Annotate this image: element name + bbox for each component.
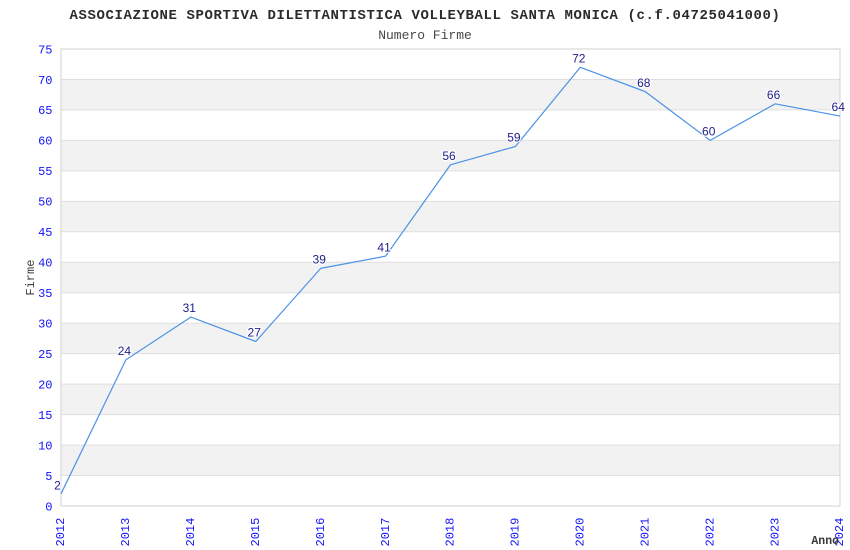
svg-text:65: 65 <box>38 104 52 118</box>
svg-text:2: 2 <box>54 478 61 492</box>
svg-text:2017: 2017 <box>379 518 393 547</box>
svg-text:60: 60 <box>702 125 716 139</box>
svg-text:50: 50 <box>38 196 52 210</box>
svg-text:24: 24 <box>118 344 132 358</box>
svg-text:55: 55 <box>38 165 52 179</box>
svg-text:2018: 2018 <box>444 518 458 547</box>
svg-text:56: 56 <box>442 149 456 163</box>
svg-text:75: 75 <box>38 43 52 57</box>
svg-text:Anno: Anno <box>811 535 839 548</box>
svg-text:30: 30 <box>38 318 52 332</box>
svg-text:2013: 2013 <box>119 518 133 547</box>
svg-text:Numero Firme: Numero Firme <box>378 28 472 43</box>
svg-text:68: 68 <box>637 76 651 90</box>
svg-text:2016: 2016 <box>314 518 328 547</box>
svg-text:60: 60 <box>38 135 52 149</box>
svg-text:25: 25 <box>38 348 52 362</box>
svg-text:2023: 2023 <box>768 518 782 547</box>
svg-text:45: 45 <box>38 226 52 240</box>
svg-text:0: 0 <box>45 500 52 514</box>
svg-text:39: 39 <box>313 253 327 267</box>
svg-text:ASSOCIAZIONE SPORTIVA DILETTAN: ASSOCIAZIONE SPORTIVA DILETTANTISTICA VO… <box>69 8 780 24</box>
svg-text:15: 15 <box>38 409 52 423</box>
svg-text:2024: 2024 <box>833 518 847 547</box>
svg-text:31: 31 <box>183 301 197 315</box>
svg-text:2014: 2014 <box>184 518 198 547</box>
svg-text:66: 66 <box>767 88 781 102</box>
svg-text:2012: 2012 <box>54 518 68 547</box>
svg-text:2022: 2022 <box>703 518 717 547</box>
svg-text:2015: 2015 <box>249 518 263 547</box>
svg-text:41: 41 <box>377 240 391 254</box>
svg-text:64: 64 <box>832 100 846 114</box>
svg-text:2019: 2019 <box>509 518 523 547</box>
svg-text:40: 40 <box>38 257 52 271</box>
svg-text:35: 35 <box>38 287 52 301</box>
svg-text:70: 70 <box>38 74 52 88</box>
svg-text:27: 27 <box>248 326 262 340</box>
svg-text:72: 72 <box>572 51 586 65</box>
svg-text:10: 10 <box>38 439 52 453</box>
svg-text:20: 20 <box>38 378 52 392</box>
svg-text:5: 5 <box>45 470 52 484</box>
svg-text:2021: 2021 <box>638 518 652 547</box>
svg-text:59: 59 <box>507 131 521 145</box>
svg-text:2020: 2020 <box>574 518 588 547</box>
svg-text:Firme: Firme <box>24 260 38 296</box>
